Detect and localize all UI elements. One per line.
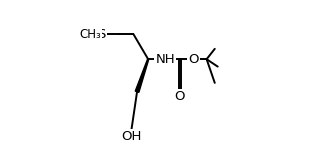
Text: S: S: [97, 28, 106, 41]
Polygon shape: [135, 59, 149, 92]
Text: O: O: [175, 90, 185, 103]
Text: OH: OH: [121, 130, 141, 143]
Text: O: O: [188, 53, 198, 66]
Text: NH: NH: [156, 53, 175, 66]
Text: CH₃: CH₃: [80, 28, 101, 41]
